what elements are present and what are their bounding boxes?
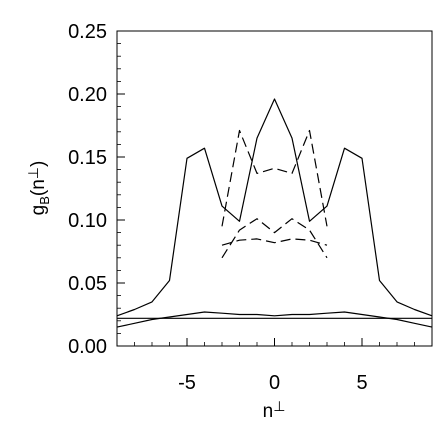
y-axis-title-base: g <box>28 205 49 216</box>
series-line-4 <box>221 129 328 227</box>
y-axis-title: gB(n⊥) <box>25 161 52 216</box>
y-axis-ticks: 0.00 0.05 0.10 0.15 0.20 0.25 <box>68 21 125 358</box>
y-axis-title-sup: ⊥ <box>25 167 41 179</box>
y-tick-label: 0.00 <box>68 336 107 358</box>
x-axis-ticks: -5 0 5 <box>116 338 433 394</box>
x-axis-title-base: n <box>263 401 274 422</box>
y-axis-title-sub: B <box>37 196 52 205</box>
series-line-1 <box>116 98 433 317</box>
x-tick-label: 5 <box>356 372 367 394</box>
series-layer <box>116 98 433 328</box>
series-line-2 <box>116 311 433 328</box>
y-axis-title-close: ) <box>28 161 49 167</box>
y-tick-label: 0.15 <box>68 147 107 169</box>
x-axis-title-sup: ⊥ <box>273 398 285 414</box>
series-line-5 <box>221 218 328 259</box>
x-axis-title: n⊥ <box>263 398 286 422</box>
x-tick-label: -5 <box>178 372 196 394</box>
y-tick-label: 0.05 <box>68 273 107 295</box>
y-tick-label: 0.25 <box>68 21 107 43</box>
y-tick-label: 0.10 <box>68 210 107 232</box>
series-line-6 <box>221 238 328 246</box>
x-tick-label: 0 <box>269 372 280 394</box>
y-tick-label: 0.20 <box>68 84 107 106</box>
plot-frame <box>116 30 433 347</box>
y-axis-title-open: (n <box>28 179 49 196</box>
